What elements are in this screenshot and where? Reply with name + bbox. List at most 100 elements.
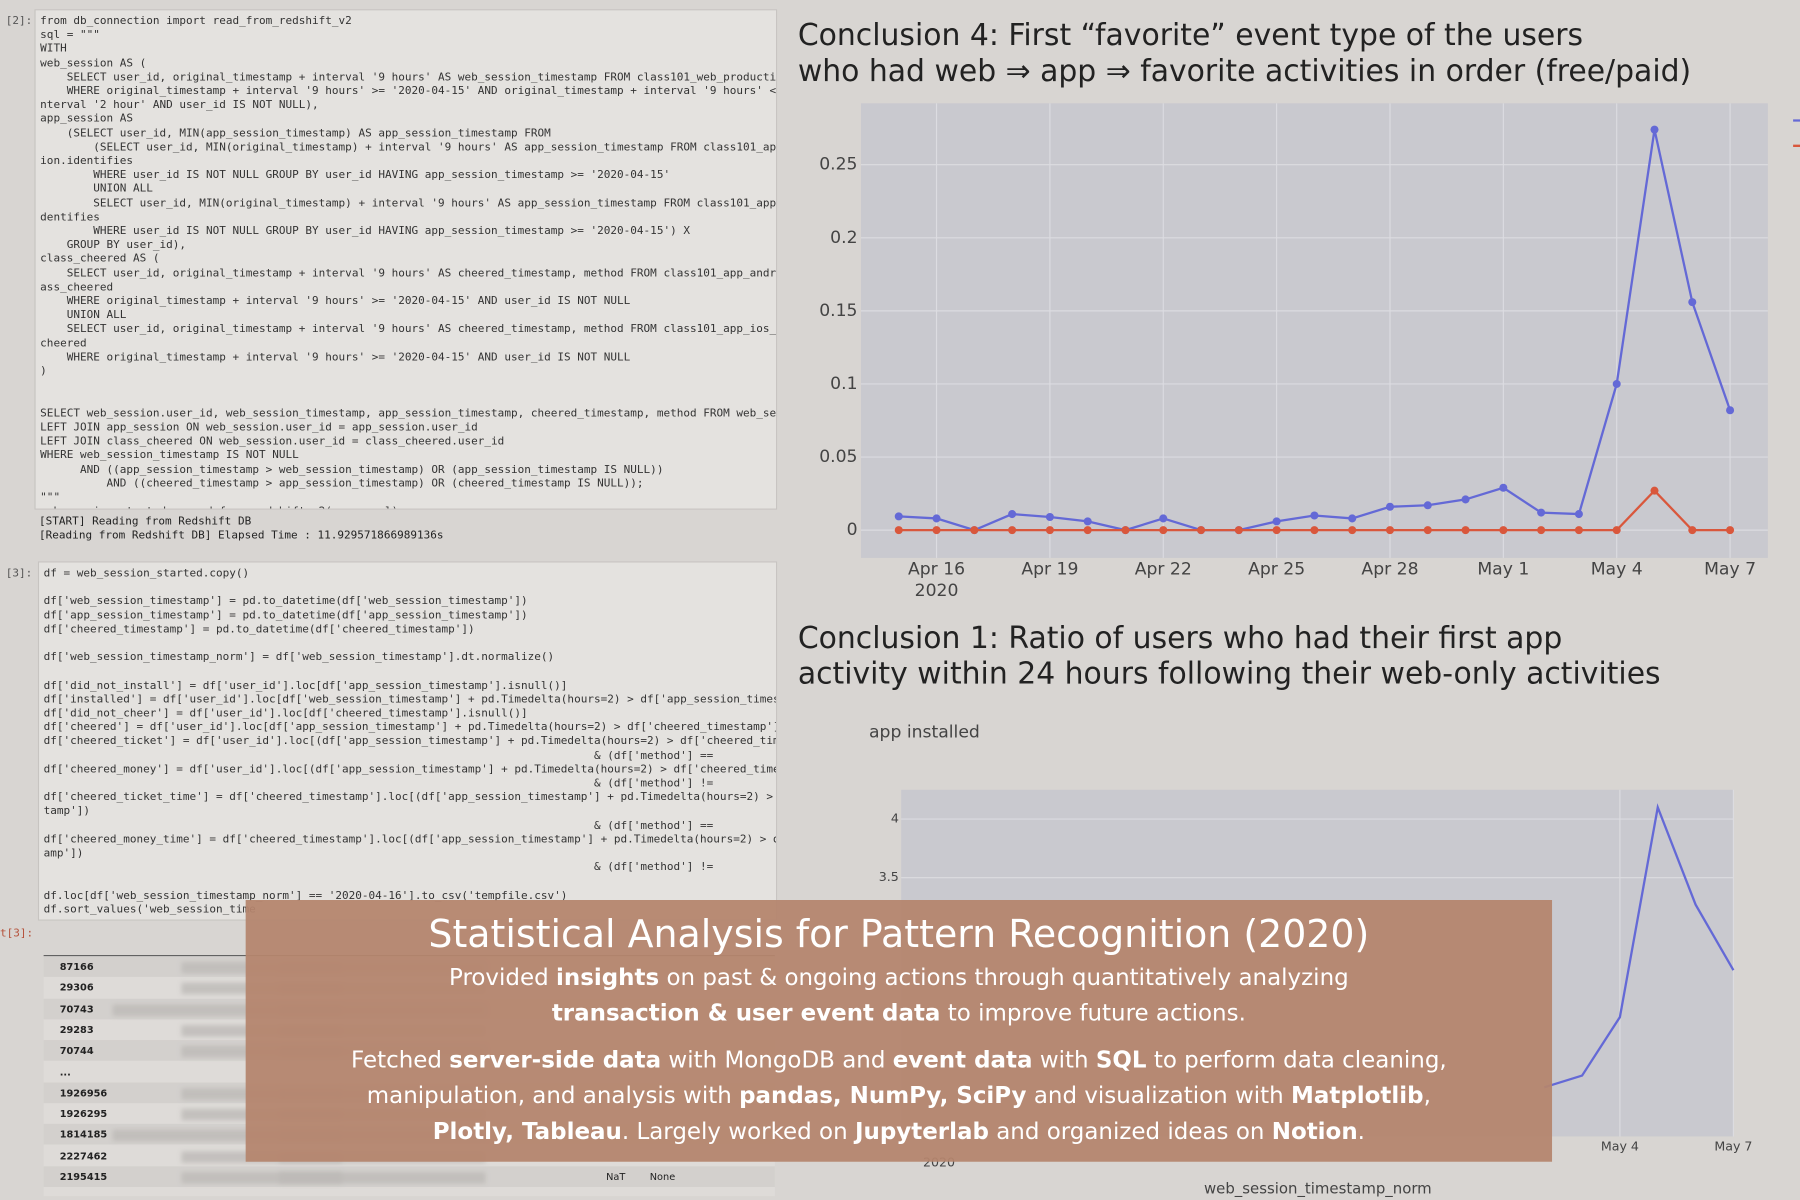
data-point [1461, 495, 1470, 504]
data-point [1499, 483, 1508, 492]
data-point [1650, 125, 1659, 134]
text: with [1032, 1045, 1096, 1074]
x-tick-label: May 7 [1714, 1138, 1752, 1153]
data-point [1083, 526, 1092, 535]
data-point [1348, 526, 1357, 535]
blurred-cell [278, 1172, 486, 1184]
code-cell: df = web_session_started.copy() df['web_… [37, 561, 778, 921]
y-tick-label: 0.25 [819, 155, 857, 175]
data-point [1348, 514, 1357, 523]
bold-text: SQL [1095, 1045, 1147, 1074]
bold-text: server-side data [449, 1045, 662, 1074]
x-tick-label: Apr 19 [1021, 559, 1078, 579]
row-index: 29283 [59, 1025, 94, 1037]
data-point [932, 526, 941, 535]
row-index: 2227462 [59, 1151, 108, 1163]
text: Fetched [350, 1045, 450, 1074]
plot-area [860, 103, 1768, 558]
data-point [1726, 526, 1735, 535]
table-cell: None [649, 1172, 676, 1184]
data-point [1612, 379, 1621, 388]
overlay-line: manipulation, and analysis with pandas, … [246, 1078, 1552, 1114]
x-tick-label: May 4 [1601, 1138, 1639, 1153]
x-tick-label: Apr 22 [1135, 559, 1192, 579]
data-point [932, 514, 941, 523]
row-index: 29306 [59, 982, 94, 995]
data-point [894, 512, 903, 521]
text: manipulation, and analysis with [366, 1081, 740, 1109]
overlay-line: Provided insights on past & ongoing acti… [246, 960, 1552, 996]
data-point [1499, 526, 1508, 535]
overlay-paragraph: Fetched server-side data with MongoDB an… [246, 1042, 1552, 1149]
code: df = web_session_started.copy() df['web_… [43, 567, 778, 916]
overlay-title: Statistical Analysis for Pattern Recogni… [428, 911, 1370, 957]
data-point [1272, 526, 1281, 535]
cell-prompt: t[3]: [0, 927, 34, 941]
x-axis-title: web_session_timestamp_norm [1204, 1179, 1432, 1197]
data-point [1234, 526, 1243, 535]
x-tick-label: Apr 28 [1361, 559, 1418, 579]
x-tick-label: Apr 25 [1248, 559, 1305, 579]
overlay-paragraph: Provided insights on past & ongoing acti… [246, 960, 1552, 1031]
data-point [1159, 514, 1168, 523]
text: and visualization with [1026, 1081, 1292, 1109]
chart-title: Conclusion 4: First “favorite” event typ… [798, 18, 1583, 53]
data-point [1537, 508, 1546, 517]
data-point [1574, 510, 1583, 519]
x-tick-label: May 4 [1591, 559, 1643, 579]
text: , [1423, 1081, 1431, 1109]
data-point [1008, 510, 1017, 519]
data-point [1045, 526, 1054, 535]
data-point [1423, 501, 1432, 510]
y-tick-label: 0.15 [819, 301, 857, 321]
text: Provided [449, 963, 556, 991]
data-point [1385, 526, 1395, 535]
bold-text: transaction & user event data [551, 998, 941, 1027]
text: with MongoDB and [661, 1045, 893, 1074]
data-point [894, 526, 903, 535]
blurred-cell [181, 1172, 343, 1184]
data-point [1310, 526, 1319, 535]
table-cell: NaT [606, 1172, 626, 1184]
data-point [1197, 526, 1206, 535]
data-point [1272, 517, 1281, 526]
row-index: 1926295 [59, 1109, 108, 1121]
data-point [1121, 526, 1130, 535]
data-point [1008, 526, 1017, 535]
code: from db_connection import read_from_reds… [40, 14, 777, 509]
y-tick-label: 0.1 [830, 374, 857, 394]
y-tick-label: 4 [891, 811, 899, 826]
blurred-cell [112, 1003, 343, 1016]
data-point [1461, 526, 1470, 535]
overlay-line: Fetched server-side data with MongoDB an… [246, 1042, 1552, 1078]
overlay-line: transaction & user event data to improve… [246, 995, 1552, 1031]
data-point [1574, 526, 1583, 535]
data-point [1726, 406, 1735, 415]
text: on past & ongoing actions through quanti… [659, 963, 1349, 991]
series-line [1543, 803, 1735, 1089]
chart-title: activity within 24 hours following their… [798, 656, 1661, 691]
bold-text: event data [892, 1045, 1033, 1074]
y-tick-label: 0.05 [819, 447, 857, 467]
row-index: ... [59, 1067, 71, 1079]
bold-text: Matplotlib [1291, 1081, 1424, 1109]
cell-output: [START] Reading from Redshift DB [Readin… [39, 515, 444, 543]
row-index: 70743 [59, 1003, 94, 1016]
text: and organized ideas on [988, 1116, 1272, 1145]
row-index: 2195415 [59, 1172, 108, 1184]
text: to improve future actions. [940, 998, 1246, 1027]
data-point [1159, 526, 1168, 535]
text: to perform data cleaning, [1146, 1045, 1447, 1074]
y-axis-title: app installed [869, 722, 980, 742]
y-tick-label: 0.2 [830, 228, 857, 248]
y-tick-label: 0 [847, 520, 858, 540]
chart-title: Conclusion 1: Ratio of users who had the… [798, 621, 1562, 656]
bold-text: Notion [1271, 1116, 1358, 1145]
data-point [970, 526, 979, 535]
data-point [1423, 526, 1432, 535]
text: . Largely worked on [621, 1116, 855, 1145]
data-point [1045, 512, 1054, 521]
row-index: 1926956 [59, 1088, 108, 1100]
x-tick-label: May 1 [1477, 559, 1529, 579]
row-index: 70744 [59, 1046, 94, 1058]
